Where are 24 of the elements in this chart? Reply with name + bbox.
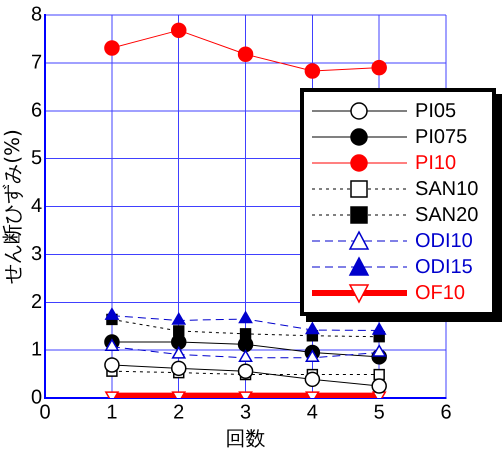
y-axis-title: せん断ひずみ(%)	[0, 129, 24, 284]
x-tick-label: 1	[106, 402, 118, 424]
legend-label: ODI15	[415, 256, 473, 278]
legend-label: PI10	[415, 152, 456, 174]
y-tick-label: 7	[31, 51, 42, 74]
legend-label: OF10	[415, 282, 466, 304]
x-tick-label: 5	[374, 402, 385, 424]
x-tick-label: 6	[440, 402, 452, 424]
legend-label: PI075	[415, 126, 468, 148]
x-tick-label: 3	[240, 402, 252, 424]
x-axis-title: 回数	[226, 426, 266, 450]
y-tick-label: 6	[31, 99, 42, 122]
y-tick-label: 2	[31, 290, 42, 313]
y-tick-label: 4	[31, 195, 42, 218]
legend-label: ODI10	[415, 230, 473, 252]
legend-label: SAN20	[415, 204, 478, 226]
x-tick-label: 4	[306, 402, 318, 424]
legend-label: PI05	[415, 100, 456, 122]
y-tick-label: 8	[31, 4, 42, 26]
legend-label: SAN10	[415, 178, 478, 200]
x-tick-label: 2	[173, 402, 184, 424]
y-tick-label: 3	[31, 242, 42, 265]
y-tick-label: 1	[31, 338, 42, 361]
y-tick-label: 5	[31, 147, 42, 170]
